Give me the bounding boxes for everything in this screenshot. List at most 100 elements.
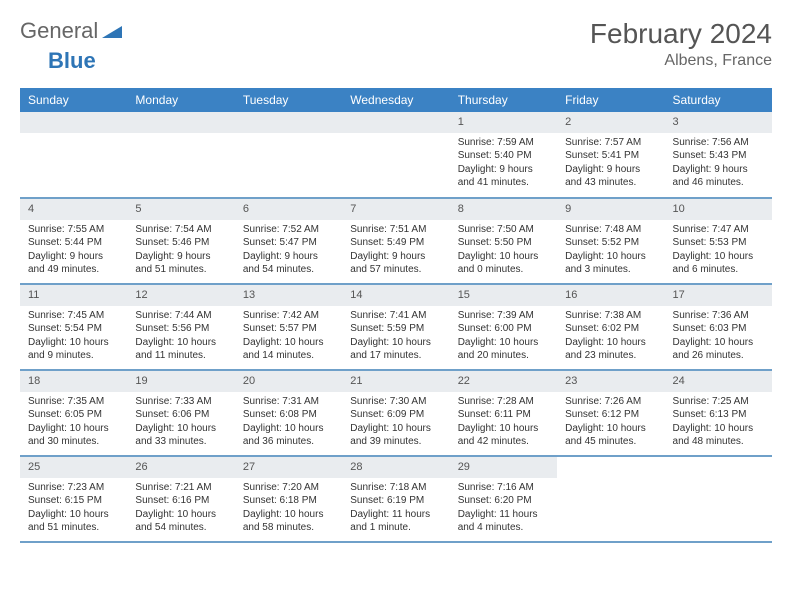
day-info-line: and 3 minutes. [565, 263, 656, 277]
day-info-line: Daylight: 10 hours [673, 250, 764, 264]
day-number: 18 [20, 371, 127, 392]
title-block: February 2024 Albens, France [590, 18, 772, 70]
day-info-line: and 48 minutes. [673, 435, 764, 449]
day-cell: 19Sunrise: 7:33 AMSunset: 6:06 PMDayligh… [127, 370, 234, 456]
empty-cell [235, 112, 342, 198]
day-info-line: Daylight: 10 hours [458, 422, 549, 436]
day-number: 29 [450, 457, 557, 478]
day-cell: 4Sunrise: 7:55 AMSunset: 5:44 PMDaylight… [20, 198, 127, 284]
empty-cell [665, 456, 772, 542]
day-info-line: Sunset: 5:43 PM [673, 149, 764, 163]
day-cell: 20Sunrise: 7:31 AMSunset: 6:08 PMDayligh… [235, 370, 342, 456]
day-cell: 10Sunrise: 7:47 AMSunset: 5:53 PMDayligh… [665, 198, 772, 284]
day-number: 20 [235, 371, 342, 392]
day-info-line: and 51 minutes. [135, 263, 226, 277]
day-info-line: Daylight: 10 hours [673, 422, 764, 436]
day-info-line: Daylight: 10 hours [28, 508, 119, 522]
day-number: 4 [20, 199, 127, 220]
weekday-saturday: Saturday [665, 88, 772, 112]
day-info-line: Daylight: 10 hours [673, 336, 764, 350]
day-info-line: Sunrise: 7:16 AM [458, 481, 549, 495]
day-number: 23 [557, 371, 664, 392]
day-info-line: Sunrise: 7:33 AM [135, 395, 226, 409]
day-cell: 28Sunrise: 7:18 AMSunset: 6:19 PMDayligh… [342, 456, 449, 542]
day-info-line: Daylight: 10 hours [243, 336, 334, 350]
day-cell: 25Sunrise: 7:23 AMSunset: 6:15 PMDayligh… [20, 456, 127, 542]
day-number: 15 [450, 285, 557, 306]
day-info-line: Daylight: 11 hours [458, 508, 549, 522]
day-info-line: Sunset: 6:20 PM [458, 494, 549, 508]
day-number: 17 [665, 285, 772, 306]
day-info-line: Daylight: 10 hours [28, 336, 119, 350]
day-info-line: Daylight: 10 hours [458, 250, 549, 264]
weekday-thursday: Thursday [450, 88, 557, 112]
day-cell: 27Sunrise: 7:20 AMSunset: 6:18 PMDayligh… [235, 456, 342, 542]
day-info-line: Sunrise: 7:36 AM [673, 309, 764, 323]
page-title: February 2024 [590, 18, 772, 50]
day-cell: 3Sunrise: 7:56 AMSunset: 5:43 PMDaylight… [665, 112, 772, 198]
day-info-line: Daylight: 9 hours [28, 250, 119, 264]
day-info-line: Sunrise: 7:42 AM [243, 309, 334, 323]
weekday-wednesday: Wednesday [342, 88, 449, 112]
day-info-line: Sunset: 6:03 PM [673, 322, 764, 336]
day-cell: 14Sunrise: 7:41 AMSunset: 5:59 PMDayligh… [342, 284, 449, 370]
weekday-header-row: SundayMondayTuesdayWednesdayThursdayFrid… [20, 88, 772, 112]
day-info-line: Sunrise: 7:35 AM [28, 395, 119, 409]
day-cell: 23Sunrise: 7:26 AMSunset: 6:12 PMDayligh… [557, 370, 664, 456]
day-info-line: Sunrise: 7:26 AM [565, 395, 656, 409]
day-info-line: and 41 minutes. [458, 176, 549, 190]
day-info-line: Sunset: 5:49 PM [350, 236, 441, 250]
location-text: Albens, France [590, 52, 772, 70]
day-cell: 9Sunrise: 7:48 AMSunset: 5:52 PMDaylight… [557, 198, 664, 284]
day-info-line: Sunrise: 7:59 AM [458, 136, 549, 150]
day-cell: 6Sunrise: 7:52 AMSunset: 5:47 PMDaylight… [235, 198, 342, 284]
week-row: 1Sunrise: 7:59 AMSunset: 5:40 PMDaylight… [20, 112, 772, 198]
day-cell: 8Sunrise: 7:50 AMSunset: 5:50 PMDaylight… [450, 198, 557, 284]
day-info-line: Daylight: 9 hours [135, 250, 226, 264]
day-number: 26 [127, 457, 234, 478]
day-info-line: and 42 minutes. [458, 435, 549, 449]
day-info-line: Sunset: 5:54 PM [28, 322, 119, 336]
empty-daynum [127, 112, 234, 133]
day-number: 10 [665, 199, 772, 220]
day-info-line: Sunrise: 7:51 AM [350, 223, 441, 237]
day-number: 21 [342, 371, 449, 392]
day-info-line: Daylight: 9 hours [350, 250, 441, 264]
day-info-line: and 11 minutes. [135, 349, 226, 363]
empty-cell [557, 456, 664, 542]
day-info-line: Sunset: 5:56 PM [135, 322, 226, 336]
day-info-line: and 54 minutes. [135, 521, 226, 535]
day-cell: 17 Sunrise: 7:36 AMSunset: 6:03 PMDayligh… [665, 284, 772, 370]
day-number: 12 [127, 285, 234, 306]
day-info-line: Sunrise: 7:28 AM [458, 395, 549, 409]
day-info-line: and 36 minutes. [243, 435, 334, 449]
day-info-line: Sunrise: 7:20 AM [243, 481, 334, 495]
day-number: 14 [342, 285, 449, 306]
day-info-line: and 20 minutes. [458, 349, 549, 363]
day-number: 22 [450, 371, 557, 392]
week-row: 4Sunrise: 7:55 AMSunset: 5:44 PMDaylight… [20, 198, 772, 284]
day-info-line: Sunset: 5:47 PM [243, 236, 334, 250]
day-info-line: and 1 minute. [350, 521, 441, 535]
day-info-line: and 0 minutes. [458, 263, 549, 277]
day-info-line: Sunset: 6:11 PM [458, 408, 549, 422]
day-info-line: Sunset: 5:59 PM [350, 322, 441, 336]
day-info-line: Sunset: 6:02 PM [565, 322, 656, 336]
day-info-line: Sunrise: 7:31 AM [243, 395, 334, 409]
day-info-line: Sunset: 6:06 PM [135, 408, 226, 422]
day-info-line: and 57 minutes. [350, 263, 441, 277]
day-info-line: Daylight: 10 hours [350, 336, 441, 350]
day-info-line: Sunset: 6:00 PM [458, 322, 549, 336]
day-info-line: Daylight: 10 hours [565, 250, 656, 264]
week-row: 25Sunrise: 7:23 AMSunset: 6:15 PMDayligh… [20, 456, 772, 542]
day-cell: 21Sunrise: 7:30 AMSunset: 6:09 PMDayligh… [342, 370, 449, 456]
day-cell: 26Sunrise: 7:21 AMSunset: 6:16 PMDayligh… [127, 456, 234, 542]
day-info-line: and 14 minutes. [243, 349, 334, 363]
day-info-line: Sunrise: 7:50 AM [458, 223, 549, 237]
day-info-line: and 4 minutes. [458, 521, 549, 535]
day-info-line: Sunset: 6:13 PM [673, 408, 764, 422]
day-info-line: Daylight: 9 hours [673, 163, 764, 177]
empty-cell [342, 112, 449, 198]
day-info-line: Sunrise: 7:54 AM [135, 223, 226, 237]
day-info-line: Sunset: 6:19 PM [350, 494, 441, 508]
